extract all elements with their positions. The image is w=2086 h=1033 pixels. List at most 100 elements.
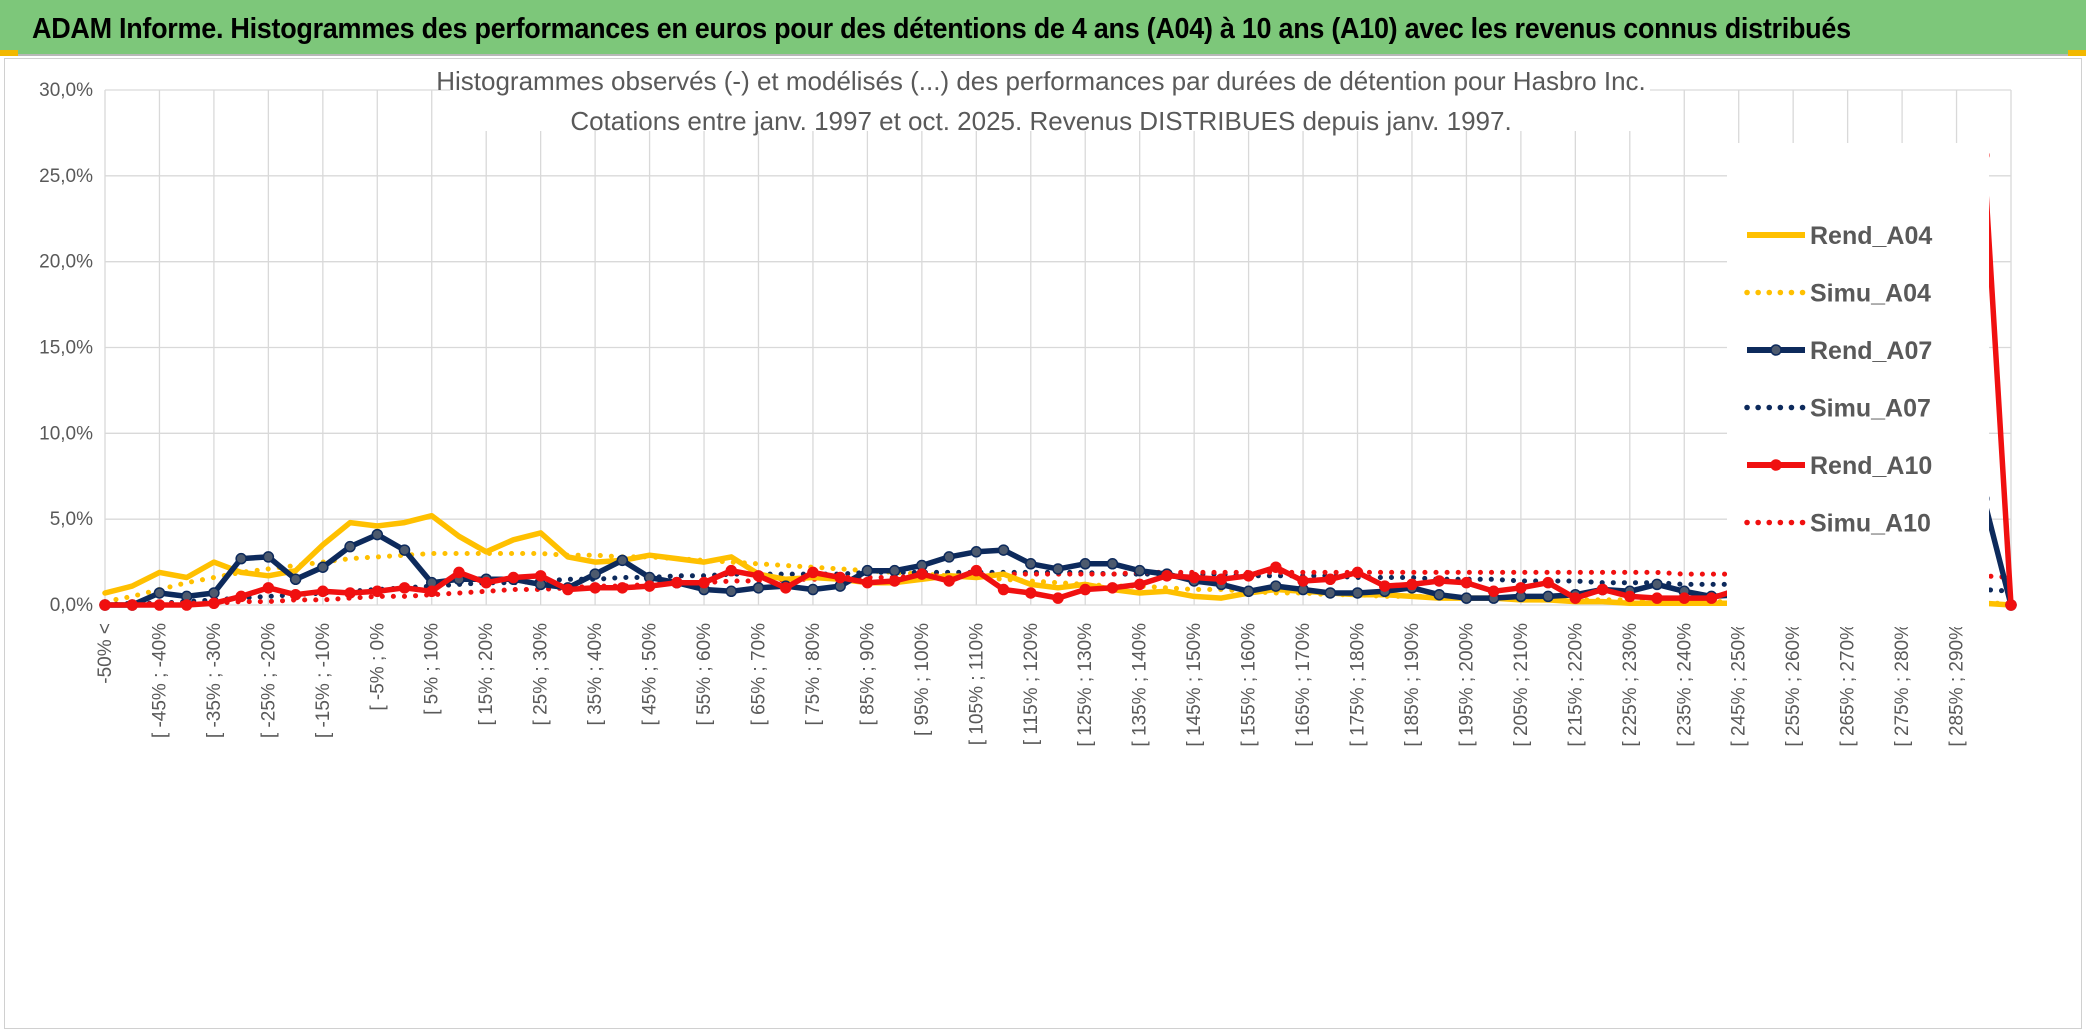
point-rend_a10 [534,570,547,582]
chart-subtitle: Cotations entre janv. 1997 et oct. 2025.… [570,106,1511,136]
x-tick-label: [ -25% ; -20% [258,623,279,738]
point-rend_a07 [1351,587,1364,599]
point-rend_a10 [507,571,520,584]
series-line-rend_a04 [102,512,2014,608]
point-rend_a07 [235,552,247,565]
point-rend_a10 [180,599,193,611]
x-axis: -50% < [ -45% ; -40% [ -35% ; -30% [ -25% ;… [95,623,1968,747]
point-rend_a07 [888,564,901,577]
point-rend_a07 [398,544,411,556]
point-rend_a10 [1406,578,1418,591]
legend-label-rend_a04: Rend_A04 [1810,222,1932,250]
point-rend_a07 [1651,578,1663,591]
point-rend_a07 [589,568,601,580]
legend-label-rend_a07: Rend_A07 [1810,337,1932,365]
legend-marker [1770,459,1782,471]
point-rend_a07 [153,587,166,599]
point-rend_a10 [643,580,656,592]
series-line-rend_a10 [102,152,2014,608]
x-tick-label: [ -45% ; -40% [149,623,170,738]
point-rend_a10 [861,576,874,589]
point-rend_a10 [1596,583,1609,596]
chart-frame: Histogrammes observés (-) et modélisés (… [4,58,2082,1029]
point-rend_a10 [562,583,574,596]
banner-corner-right [2068,50,2086,56]
x-tick-label: [ 15% ; 20% [476,623,497,726]
x-tick-label: [ 205% ; 210% [1511,623,1532,747]
legend-label-rend_a10: Rend_A10 [1810,452,1932,480]
y-tick-label: 30,0% [39,80,93,101]
x-tick-label: [ 125% ; 130% [1075,623,1096,747]
x-tick-label: [ 35% ; 40% [585,623,606,726]
x-tick-label: [ 225% ; 230% [1620,623,1641,747]
y-tick-label: 0,0% [50,595,93,616]
point-rend_a10 [153,599,166,611]
point-rend_a07 [208,587,220,599]
point-rend_a07 [1324,587,1337,599]
point-rend_a10 [1705,592,1718,604]
y-tick-label: 15,0% [39,338,93,359]
point-rend_a10 [1678,592,1691,604]
x-tick-label: [ 275% ; 280% [1892,623,1913,747]
legend-label-simu_a07: Simu_A07 [1810,395,1931,423]
x-tick-label: [ 175% ; 180% [1348,623,1369,747]
point-rend_a07 [970,546,983,558]
point-rend_a07 [262,551,275,563]
y-axis: 0,0% 5,0% 10,0% 15,0% 20,0% 25,0% 30,0% [39,80,93,616]
point-rend_a10 [1378,580,1391,592]
x-tick-label: [ 75% ; 80% [803,623,824,726]
legend: Rend_A04 Simu_A04 Rend_A07 Simu_A07 Rend_A10… [1727,143,1989,627]
x-tick-label: -50% < [95,623,116,684]
point-rend_a10 [616,582,629,594]
legend-background [1727,143,1989,627]
point-rend_a10 [262,582,275,594]
banner-corner-left [0,50,18,56]
point-rend_a10 [1460,576,1473,589]
x-tick-label: [ -15% ; -10% [313,623,334,738]
point-rend_a10 [1487,585,1500,598]
point-rend_a10 [344,587,356,599]
point-rend_a10 [916,568,928,580]
point-rend_a07 [344,540,356,553]
point-rend_a07 [807,583,819,596]
point-rend_a10 [1242,570,1255,582]
point-rend_a10 [725,564,738,577]
point-rend_a10 [1351,566,1364,579]
point-rend_a10 [1515,582,1527,594]
legend-marker [1770,344,1782,356]
point-rend_a10 [2005,599,2017,611]
point-rend_a07 [616,554,629,567]
point-rend_a07 [1052,563,1064,575]
y-tick-label: 10,0% [39,423,93,444]
point-rend_a10 [317,585,329,598]
point-rend_a07 [317,561,329,573]
point-rend_a07 [1133,564,1146,577]
point-rend_a10 [289,588,302,601]
point-rend_a10 [888,575,901,587]
x-tick-label: [ 195% ; 200% [1456,623,1477,747]
x-tick-label: [ 135% ; 140% [1130,623,1151,747]
point-rend_a10 [208,597,220,610]
x-tick-label: [ 155% ; 160% [1239,623,1260,747]
point-rend_a07 [752,582,765,594]
y-tick-label: 5,0% [50,509,93,530]
point-rend_a10 [1188,571,1200,584]
point-rend_a10 [752,570,765,582]
chart-titles: Histogrammes observés (-) et modélisés (… [436,63,1650,136]
point-rend_a07 [997,544,1010,556]
legend-label-simu_a04: Simu_A04 [1810,280,1931,308]
x-tick-label: [ 95% ; 100% [912,623,933,736]
series-line-simu_a04 [102,551,2014,606]
point-rend_a10 [1297,575,1309,587]
x-tick-label: [ 45% ; 50% [640,623,661,726]
point-rend_a10 [398,582,411,594]
point-rend_a10 [1052,592,1064,604]
y-tick-label: 25,0% [39,166,93,187]
point-rend_a10 [371,585,384,598]
x-tick-label: [ 215% ; 220% [1565,623,1586,747]
point-rend_a10 [1079,583,1091,596]
point-rend_a10 [126,599,138,611]
point-rend_a10 [698,576,710,589]
point-rend_a10 [1270,561,1282,573]
chart-title: Histogrammes observés (-) et modélisés (… [436,66,1646,96]
